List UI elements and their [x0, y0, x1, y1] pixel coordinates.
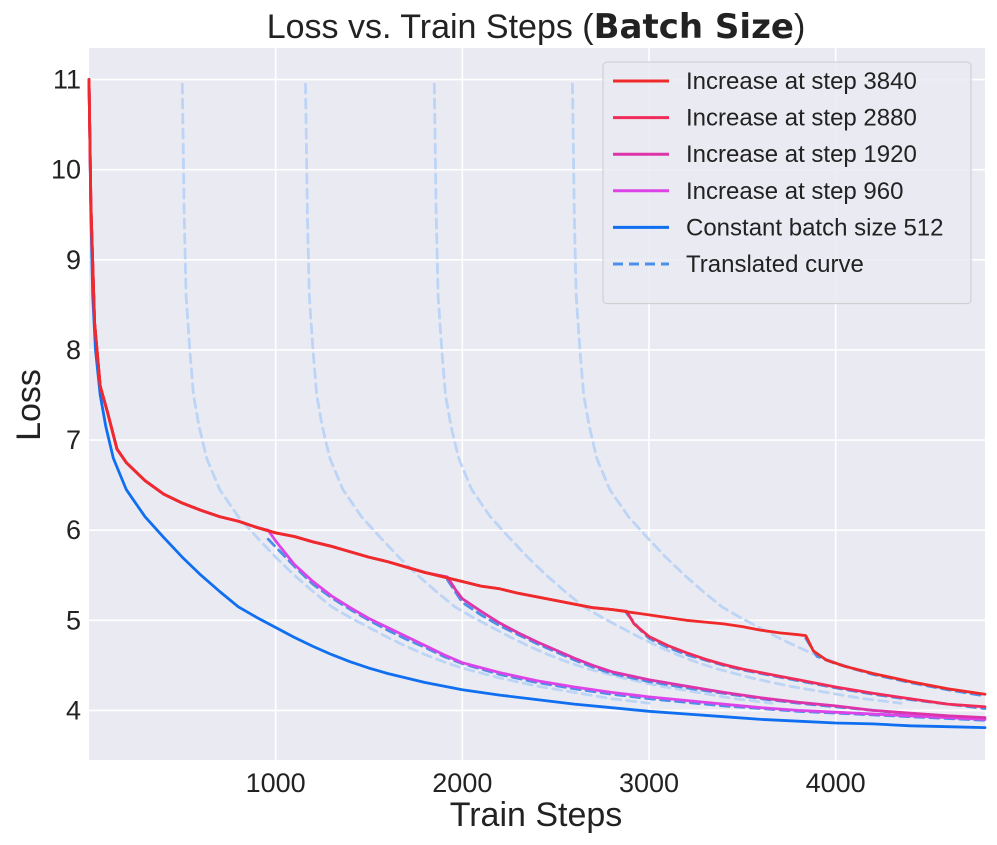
series-line-translated-curve-faded	[304, 82, 774, 705]
series-line-translated-curve-faded	[571, 82, 987, 697]
legend-label: Translated curve	[686, 251, 864, 278]
y-tick-label: 7	[66, 425, 81, 455]
legend-box	[602, 61, 972, 305]
legend: Increase at step 3840 Increase at step 28…	[602, 61, 972, 305]
chart-title: Loss vs. Train Steps (Batch Size)	[267, 7, 806, 47]
series-line-translated-curve-faded	[432, 82, 903, 705]
x-tick-labels: 1000 2000 3000 4000	[246, 768, 866, 798]
series-line-increase-at-step-3840	[87, 78, 987, 696]
y-tick-label: 11	[53, 65, 81, 95]
y-tick-label: 10	[51, 155, 81, 185]
legend-label: Increase at step 1920	[686, 141, 917, 168]
x-tick-label: 4000	[806, 768, 866, 798]
x-axis-label: Train Steps	[450, 796, 623, 834]
x-tick-label: 2000	[432, 768, 492, 798]
legend-label: Constant batch size 512	[686, 214, 944, 241]
y-tick-label: 8	[66, 335, 81, 365]
y-tick-label: 4	[66, 695, 81, 725]
y-tick-label: 9	[66, 245, 81, 275]
series-line-constant-batch-size-512	[87, 78, 987, 729]
legend-label: Increase at step 3840	[686, 68, 917, 95]
series-lines	[87, 78, 987, 729]
y-axis-label: Loss	[10, 369, 48, 441]
x-tick-label: 1000	[246, 768, 306, 798]
y-tick-label: 5	[66, 605, 81, 635]
series-line-translated-curve-faded	[180, 82, 651, 705]
legend-label: Increase at step 2880	[686, 105, 917, 132]
y-tick-labels: 4 5 6 7 8 9 10 11	[51, 65, 81, 726]
y-tick-label: 6	[66, 515, 81, 545]
legend-label: Increase at step 960	[686, 178, 903, 205]
series-line-translated-curve	[266, 537, 987, 722]
x-tick-label: 3000	[619, 768, 679, 798]
